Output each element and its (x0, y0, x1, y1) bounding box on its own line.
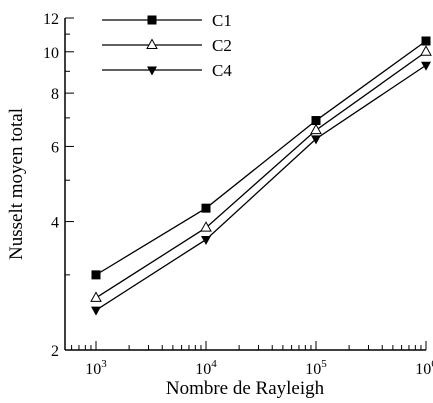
legend-item-c4: C4 (102, 61, 232, 80)
data-point (91, 306, 101, 316)
legend-label: C1 (212, 11, 232, 30)
data-point (421, 36, 431, 46)
series-line (95, 40, 427, 276)
y-tick-label: 10 (43, 45, 59, 62)
y-tick-label: 2 (51, 343, 59, 360)
series-layer (90, 36, 432, 316)
y-axis-ticks: 2 4 6 8 10 12 (43, 11, 74, 360)
data-point (146, 38, 158, 49)
x-tick-label: 104 (195, 358, 217, 378)
legend-label: C4 (212, 61, 232, 80)
series-c2 (90, 45, 432, 302)
y-tick-label: 12 (43, 11, 59, 28)
legend: C1 C2 C4 (102, 11, 232, 80)
data-point (310, 123, 322, 135)
series-line (95, 51, 427, 299)
data-point (147, 66, 157, 76)
legend-label: C2 (212, 36, 232, 55)
y-tick-label: 6 (51, 139, 59, 156)
legend-item-c2: C2 (102, 36, 232, 55)
legend-item-c1: C1 (102, 11, 232, 30)
x-tick-label: 105 (305, 358, 327, 378)
data-point (147, 15, 157, 25)
x-axis-ticks: 103 104 105 106 (71, 341, 433, 378)
data-point (420, 45, 432, 56)
plot-frame (64, 18, 426, 351)
x-tick-label: 103 (85, 358, 107, 378)
data-point (311, 116, 321, 126)
data-point (200, 221, 212, 232)
x-axis-label: Nombre de Rayleigh (166, 378, 325, 399)
y-tick-label: 4 (51, 215, 59, 232)
data-point (311, 135, 321, 145)
series-c4 (91, 61, 431, 316)
data-point (201, 203, 211, 213)
data-point (201, 236, 211, 246)
y-axis-label: Nusselt moyen total (6, 108, 27, 260)
data-point (91, 270, 101, 280)
data-point (421, 61, 431, 71)
y-tick-label: 8 (51, 86, 59, 103)
series-line (95, 64, 427, 311)
data-point (90, 291, 102, 302)
series-c1 (91, 36, 431, 280)
x-tick-label: 106 (415, 358, 433, 378)
